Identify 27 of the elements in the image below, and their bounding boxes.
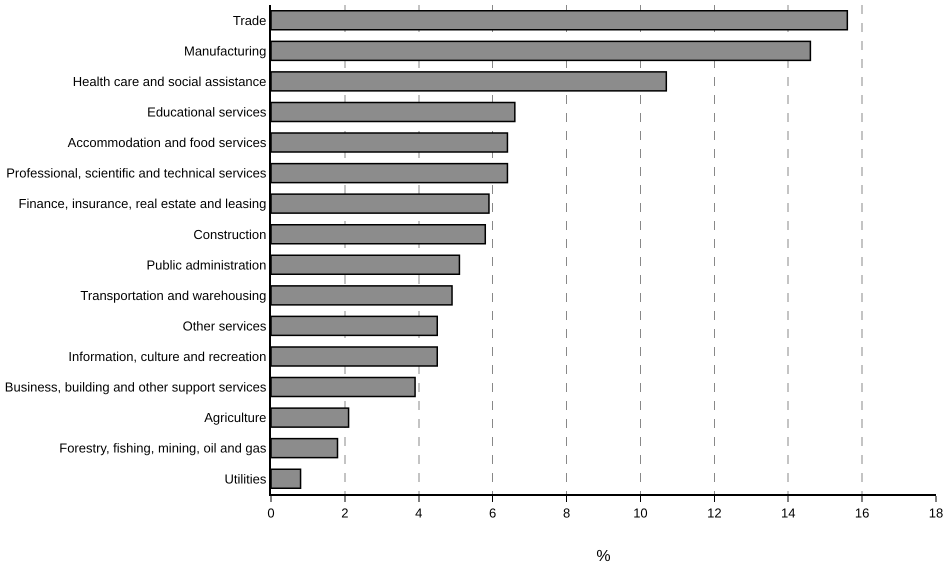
y-tick-label: Utilities (224, 471, 267, 486)
y-tick-label: Information, culture and recreation (68, 349, 266, 364)
y-tick-label: Business, building and other support services (4, 380, 267, 395)
x-tick-label: 2 (341, 506, 349, 521)
y-tick-label: Public administration (146, 257, 266, 272)
y-tick-label: Other services (182, 318, 267, 334)
y-tick-label: Health care and social assistance (72, 74, 266, 89)
x-tick-label: 0 (267, 506, 275, 521)
x-tick-label: 6 (489, 506, 496, 521)
y-tick-label: Finance, insurance, real estate and leasing (18, 196, 266, 212)
x-tick-label: 4 (415, 506, 422, 521)
y-tick-label: Manufacturing (184, 43, 266, 58)
y-tick-label: Construction (193, 226, 266, 242)
x-tick-label: 10 (633, 506, 648, 521)
y-tick-label: Professional, scientific and technical services (6, 166, 267, 181)
y-tick-label: Educational services (147, 104, 267, 120)
x-axis-title: % (596, 548, 611, 565)
x-tick-label: 16 (854, 506, 870, 521)
y-tick-label: Transportation and warehousing (80, 288, 266, 303)
y-tick-label: Forestry, fishing, mining, oil and gas (59, 440, 267, 456)
x-tick-label: 18 (928, 506, 944, 521)
x-tick-label: 12 (707, 506, 722, 521)
x-tick-label: 8 (562, 506, 570, 521)
y-tick-label: Agriculture (204, 410, 266, 426)
x-tick-label: 14 (780, 506, 796, 521)
y-tick-label: Accommodation and food services (68, 135, 267, 150)
y-tick-label: Trade (232, 12, 266, 28)
